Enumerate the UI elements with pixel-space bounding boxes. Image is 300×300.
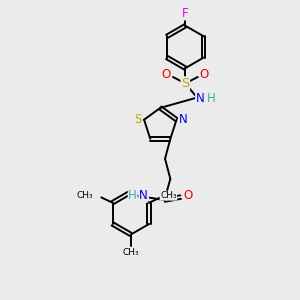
Text: CH₃: CH₃	[160, 191, 177, 200]
Text: N: N	[179, 113, 188, 126]
Text: O: O	[200, 68, 209, 81]
Text: N: N	[139, 189, 148, 202]
Text: CH₃: CH₃	[122, 248, 139, 257]
Text: H: H	[207, 92, 215, 105]
Text: S: S	[134, 113, 141, 126]
Text: S: S	[181, 77, 190, 90]
Text: O: O	[162, 68, 171, 81]
Text: N: N	[196, 92, 204, 105]
Text: CH₃: CH₃	[77, 191, 93, 200]
Text: O: O	[183, 189, 193, 202]
Text: H: H	[128, 189, 137, 202]
Text: F: F	[182, 7, 189, 20]
